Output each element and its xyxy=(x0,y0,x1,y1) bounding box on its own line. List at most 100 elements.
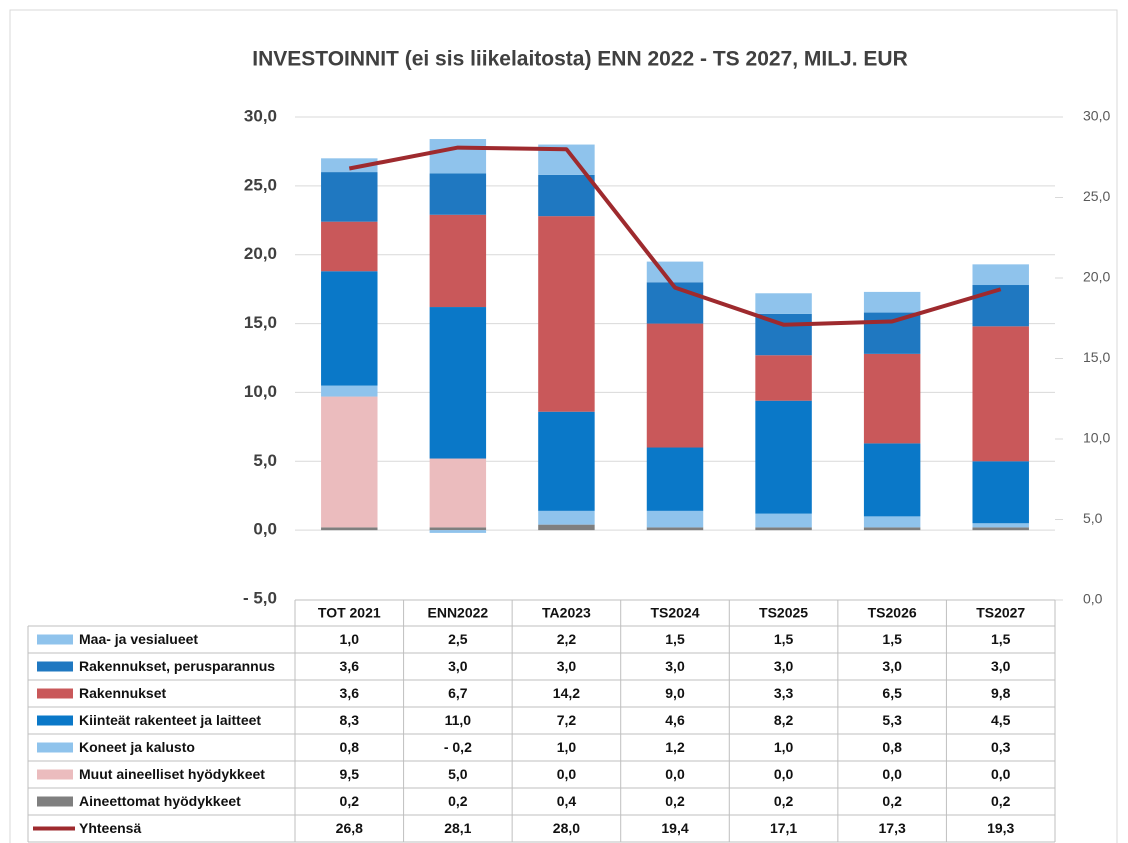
legend-key xyxy=(37,769,73,780)
table-cell: 14,2 xyxy=(553,685,580,701)
table-cell: 4,6 xyxy=(665,712,685,728)
bar-segment xyxy=(538,524,595,531)
table-cell: 3,3 xyxy=(774,685,794,701)
table-cell: 0,2 xyxy=(991,793,1011,809)
table-cell: 1,5 xyxy=(882,631,902,647)
x-tick-label: TS2024 xyxy=(650,605,699,621)
legend-label: Maa- ja vesialueet xyxy=(79,631,198,647)
x-tick-label: TOT 2021 xyxy=(318,605,381,621)
bar-segment xyxy=(321,271,378,386)
bar-segment xyxy=(972,285,1029,327)
table-cell: 1,5 xyxy=(774,631,794,647)
total-line xyxy=(348,145,1002,327)
x-tick-label: TS2027 xyxy=(976,605,1025,621)
table-cell: 0,0 xyxy=(665,766,685,782)
table-cell: 28,0 xyxy=(553,820,580,836)
bar-segment xyxy=(863,443,921,517)
bar-segment xyxy=(972,527,1029,531)
table-cell: 3,0 xyxy=(557,658,577,674)
bar-segment xyxy=(863,312,921,354)
table-cell: 0,8 xyxy=(882,739,902,755)
table-cell: - 0,2 xyxy=(444,739,472,755)
y-tick-label: 20,0 xyxy=(244,244,277,263)
bar-segment xyxy=(321,385,378,397)
table-cell: 3,0 xyxy=(774,658,794,674)
chart-title: INVESTOINNIT (ei sis liikelaitosta) ENN … xyxy=(252,48,908,71)
y2-tick-label: 15,0 xyxy=(1083,349,1110,365)
table-cell: 5,3 xyxy=(882,712,902,728)
y2-tick-label: 5,0 xyxy=(1083,510,1103,526)
table-cell: 1,0 xyxy=(774,739,794,755)
bar-segment xyxy=(321,221,378,272)
bar-segment xyxy=(429,173,487,215)
bar-segment xyxy=(755,355,812,401)
bar-segment xyxy=(863,291,921,313)
table-cell: 1,5 xyxy=(665,631,685,647)
table-cell: 0,8 xyxy=(340,739,360,755)
table-cell: 0,0 xyxy=(557,766,577,782)
bar-segment xyxy=(538,411,595,511)
table-cell: 9,5 xyxy=(340,766,360,782)
bar-segment xyxy=(429,530,487,533)
table-cell: 8,2 xyxy=(774,712,794,728)
legend-key xyxy=(37,634,73,645)
y-tick-label: 15,0 xyxy=(244,313,277,332)
table-cell: 9,0 xyxy=(665,685,685,701)
legend-key xyxy=(37,742,73,753)
bar-segment xyxy=(972,461,1029,524)
table-cell: 1,2 xyxy=(665,739,685,755)
table-cell: 26,8 xyxy=(336,820,363,836)
legend-label: Kiinteät rakenteet ja laitteet xyxy=(79,712,261,728)
table-cell: 0,0 xyxy=(991,766,1011,782)
table-cell: 19,3 xyxy=(987,820,1014,836)
bar-segment xyxy=(646,527,704,531)
legend-key xyxy=(37,661,73,672)
table-cell: 1,0 xyxy=(340,631,360,647)
legend-label: Koneet ja kalusto xyxy=(79,739,195,755)
y2-tick-label: 10,0 xyxy=(1083,430,1110,446)
table-cell: 8,3 xyxy=(340,712,360,728)
table-cell: 3,6 xyxy=(340,685,360,701)
table-cell: 0,0 xyxy=(774,766,794,782)
bar-segment xyxy=(755,400,812,514)
bar-segment xyxy=(321,172,378,222)
bar-segment xyxy=(646,447,704,511)
bar-segment xyxy=(863,527,921,531)
bar-segment xyxy=(755,527,812,531)
y-tick-label: - 5,0 xyxy=(243,588,277,607)
bar-segment xyxy=(321,527,378,531)
legend-key xyxy=(37,688,73,699)
table-cell: 28,1 xyxy=(444,820,471,836)
bar-segment xyxy=(429,527,487,531)
legend-label: Aineettomat hyödykkeet xyxy=(79,793,241,809)
table-cell: 11,0 xyxy=(445,712,472,728)
bar-segment xyxy=(429,214,487,308)
table-cell: 3,0 xyxy=(991,658,1011,674)
y-tick-label: 25,0 xyxy=(244,175,277,194)
table-cell: 5,0 xyxy=(448,766,468,782)
table-cell: 0,0 xyxy=(882,766,902,782)
bar-segment xyxy=(755,313,812,356)
y2-tick-label: 0,0 xyxy=(1083,591,1103,607)
table-cell: 0,4 xyxy=(557,793,577,809)
table-cell: 0,2 xyxy=(340,793,360,809)
x-tick-label: ENN2022 xyxy=(428,605,489,621)
bar-segment xyxy=(863,353,921,444)
table-cell: 3,6 xyxy=(340,658,360,674)
table-cell: 0,2 xyxy=(448,793,468,809)
bar-segment xyxy=(972,523,1029,528)
x-tick-label: TA2023 xyxy=(542,605,591,621)
table-cell: 0,2 xyxy=(665,793,685,809)
legend-label: Muut aineelliset hyödykkeet xyxy=(79,766,265,782)
y-tick-label: 5,0 xyxy=(253,451,277,470)
table-cell: 6,7 xyxy=(448,685,468,701)
table-cell: 6,5 xyxy=(882,685,902,701)
bar-segment xyxy=(538,510,595,525)
x-tick-label: TS2026 xyxy=(868,605,917,621)
legend-key xyxy=(37,715,73,726)
table-cell: 2,5 xyxy=(448,631,468,647)
bar-segment xyxy=(972,264,1029,286)
table-cell: 3,0 xyxy=(448,658,468,674)
bar-segment xyxy=(646,323,704,448)
legend-label: Rakennukset xyxy=(79,685,166,701)
